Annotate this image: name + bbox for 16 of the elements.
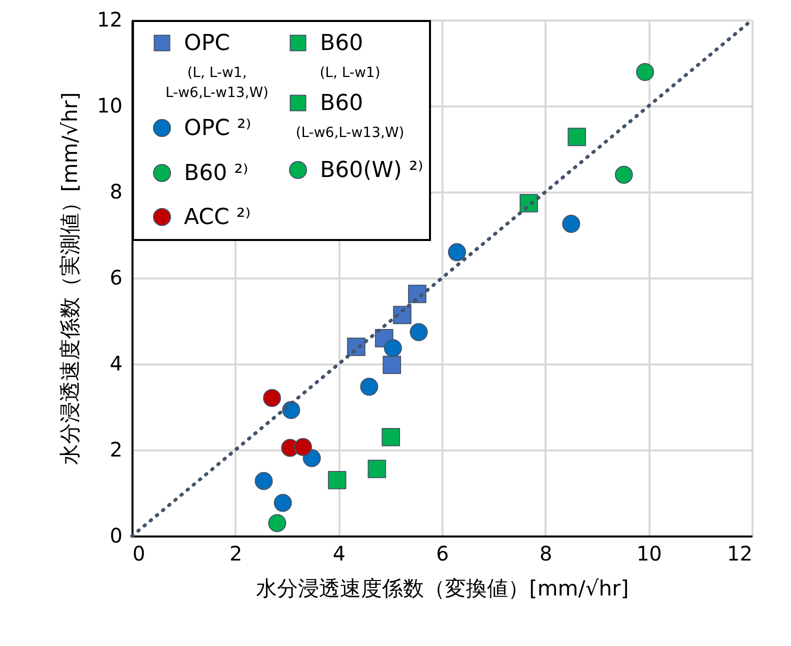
y-tick-label: 12 (97, 8, 122, 32)
x-tick-label: 2 (229, 542, 242, 566)
y-tick-label: 4 (110, 352, 122, 376)
x-tick-label: 4 (332, 542, 346, 566)
y-tick-label: 0 (110, 524, 122, 548)
y-tick-label: 6 (110, 266, 122, 290)
x-tick-label: 8 (539, 542, 552, 566)
x-tick-label: 12 (727, 542, 752, 566)
x-tick-label: 0 (132, 542, 146, 566)
x-tick-label: 10 (636, 542, 662, 566)
x-tick-label: 6 (436, 542, 449, 566)
x-axis-title: 水分浸透速度係数（変換値）[mm/√hr] (256, 576, 629, 600)
y-axis-title: 水分浸透速度係数（実測値）[mm/√hr] (58, 92, 82, 465)
y-tick-label: 8 (110, 180, 122, 204)
y-tick-label: 10 (97, 94, 122, 118)
y-tick-label: 2 (110, 438, 122, 462)
